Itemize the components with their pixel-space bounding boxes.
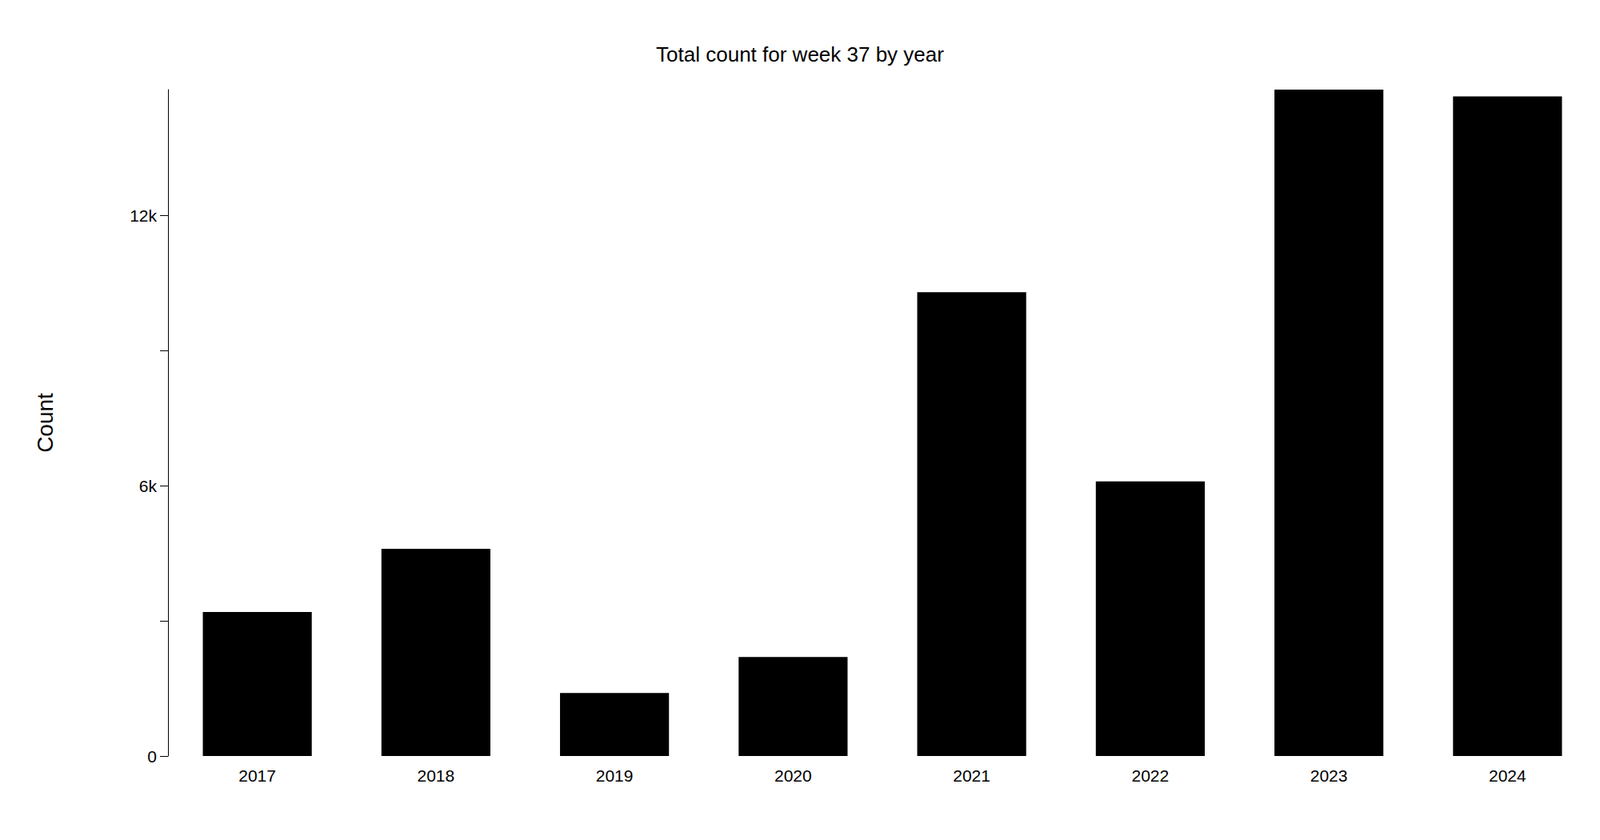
svg-text:2018: 2018 xyxy=(417,766,456,785)
svg-text:2022: 2022 xyxy=(1132,766,1170,785)
svg-text:2021: 2021 xyxy=(952,766,991,785)
svg-text:6k: 6k xyxy=(139,476,158,496)
svg-text:Total count for week 37 by yea: Total count for week 37 by year xyxy=(656,42,944,67)
svg-text:2023: 2023 xyxy=(1310,766,1348,785)
svg-text:2020: 2020 xyxy=(774,766,812,785)
svg-text:2017: 2017 xyxy=(238,766,276,785)
svg-text:Count: Count xyxy=(32,392,58,453)
svg-text:2019: 2019 xyxy=(596,766,634,785)
svg-text:2024: 2024 xyxy=(1488,766,1527,785)
svg-text:0: 0 xyxy=(147,747,157,766)
svg-text:12k: 12k xyxy=(129,206,157,225)
